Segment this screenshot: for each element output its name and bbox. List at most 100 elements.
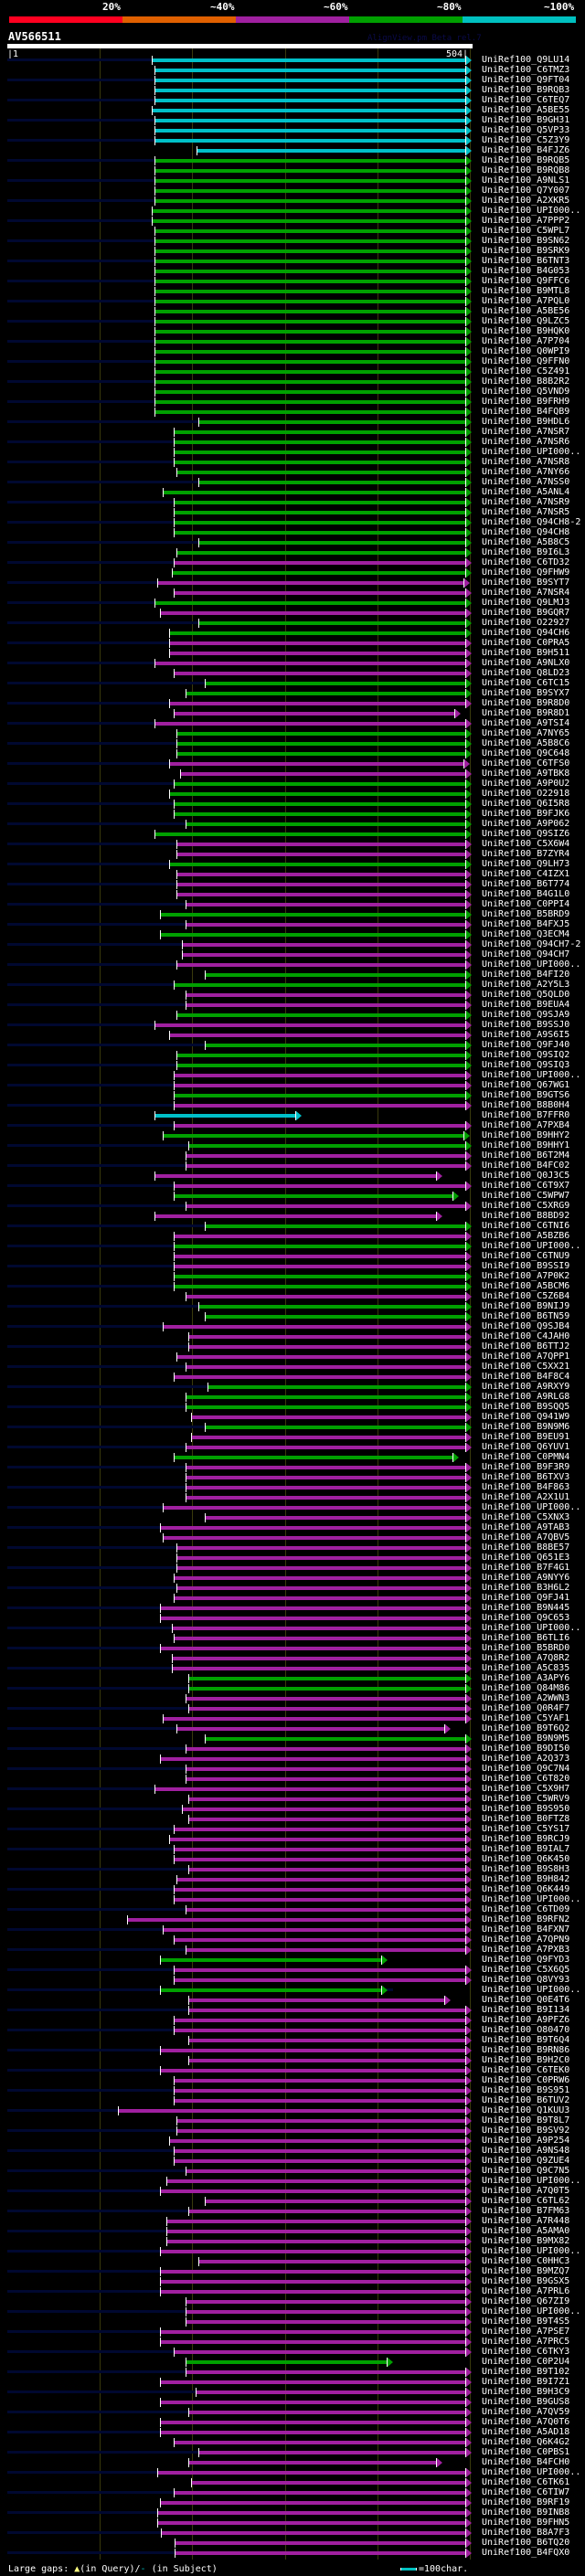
alignment-bar[interactable]	[176, 1354, 465, 1359]
hit-label[interactable]: UniRef100_UPI000..	[482, 446, 581, 457]
hit-label[interactable]: UniRef100_Q1KUU3	[482, 2104, 570, 2115]
alignment-bar[interactable]	[186, 1475, 465, 1479]
hit-label[interactable]: UniRef100_Q9FYD3	[482, 1954, 570, 1965]
alignment-bar[interactable]	[159, 2289, 465, 2294]
alignment-bar[interactable]	[188, 1686, 465, 1691]
hit-label[interactable]: UniRef100_Q94CH7	[482, 949, 570, 959]
alignment-bar[interactable]	[169, 631, 465, 635]
hit-label[interactable]: UniRef100_Q5VP33	[482, 124, 570, 135]
alignment-bar[interactable]	[174, 2440, 465, 2444]
alignment-bar[interactable]	[176, 1877, 465, 1882]
hit-label[interactable]: UniRef100_Q9FHW9	[482, 567, 570, 578]
hit-label[interactable]: UniRef100_Q9LZC5	[482, 315, 570, 326]
hit-label[interactable]: UniRef100_A5AMA0	[482, 2225, 570, 2236]
alignment-bar[interactable]	[174, 2078, 465, 2083]
hit-label[interactable]: UniRef100_B9GH31	[482, 114, 570, 125]
alignment-bar[interactable]	[154, 168, 465, 173]
hit-label[interactable]: UniRef100_Q9C648	[482, 747, 570, 758]
hit-label[interactable]: UniRef100_B9SYT7	[482, 577, 570, 588]
alignment-bar[interactable]	[204, 1425, 465, 1429]
alignment-bar[interactable]	[154, 128, 465, 133]
alignment-bar[interactable]	[188, 1797, 465, 1801]
hit-label[interactable]: UniRef100_B9N9M6	[482, 1421, 570, 1432]
hit-label[interactable]: UniRef100_B9N445	[482, 1602, 570, 1613]
hit-label[interactable]: UniRef100_Q9SJA9	[482, 1009, 570, 1020]
alignment-bar[interactable]	[176, 1555, 465, 1560]
hit-label[interactable]: UniRef100_A3APY6	[482, 1672, 570, 1683]
hit-label[interactable]: UniRef100_A7NSR8	[482, 456, 570, 467]
hit-label[interactable]: UniRef100_B6TUV2	[482, 2094, 570, 2105]
alignment-bar[interactable]	[174, 671, 465, 675]
hit-label[interactable]: UniRef100_B9T6Q4	[482, 2034, 570, 2045]
hit-label[interactable]: UniRef100_B4FCH0	[482, 2456, 570, 2467]
alignment-bar[interactable]	[163, 490, 465, 494]
hit-label[interactable]: UniRef100_C5WRV9	[482, 1793, 570, 1804]
alignment-bar[interactable]	[154, 1173, 436, 1178]
hit-label[interactable]: UniRef100_C5WPL7	[482, 225, 570, 236]
hit-label[interactable]: UniRef100_A9P0U2	[482, 778, 570, 789]
hit-label[interactable]: UniRef100_A9NYY6	[482, 1572, 570, 1583]
hit-label[interactable]: UniRef100_A9PFZ6	[482, 2014, 570, 2025]
hit-label[interactable]: UniRef100_B7FM63	[482, 2205, 570, 2216]
alignment-bar[interactable]	[154, 198, 465, 203]
hit-label[interactable]: UniRef100_C0PPI4	[482, 898, 570, 909]
hit-label[interactable]: UniRef100_B9MX82	[482, 2235, 570, 2246]
hit-label[interactable]: UniRef100_C0PMN4	[482, 1451, 570, 1462]
hit-label[interactable]: UniRef100_B9HQK0	[482, 325, 570, 336]
alignment-bar[interactable]	[191, 2480, 465, 2485]
hit-label[interactable]: UniRef100_B9GUS8	[482, 2396, 570, 2407]
hit-label[interactable]: UniRef100_A7PXB3	[482, 1944, 570, 1955]
alignment-bar[interactable]	[176, 842, 465, 846]
alignment-bar[interactable]	[169, 641, 465, 645]
alignment-bar[interactable]	[198, 1304, 465, 1309]
hit-label[interactable]: UniRef100_B7ZYR4	[482, 848, 570, 859]
hit-label[interactable]: UniRef100_C6TK61	[482, 2476, 570, 2487]
hit-label[interactable]: UniRef100_UPI000..	[482, 205, 581, 216]
hit-label[interactable]: UniRef100_UPI000..	[482, 2175, 581, 2186]
hit-label[interactable]: UniRef100_B9F3R9	[482, 1461, 570, 1472]
alignment-bar[interactable]	[159, 2269, 465, 2274]
alignment-bar[interactable]	[159, 2420, 465, 2424]
alignment-bar[interactable]	[198, 2259, 465, 2263]
hit-label[interactable]: UniRef100_B6TTJ2	[482, 1341, 570, 1352]
alignment-bar[interactable]	[191, 1415, 465, 1419]
hit-label[interactable]: UniRef100_B9RF19	[482, 2496, 570, 2507]
alignment-bar[interactable]	[154, 399, 465, 404]
hit-label[interactable]: UniRef100_Q84M86	[482, 1682, 570, 1693]
alignment-bar[interactable]	[174, 1575, 465, 1580]
hit-label[interactable]: UniRef100_C5X6W4	[482, 838, 570, 849]
hit-label[interactable]: UniRef100_B8BD92	[482, 1210, 570, 1221]
alignment-bar[interactable]	[151, 218, 465, 223]
hit-label[interactable]: UniRef100_B9H3C9	[482, 2386, 570, 2397]
alignment-bar[interactable]	[154, 138, 465, 143]
alignment-bar[interactable]	[151, 108, 465, 112]
alignment-bar[interactable]	[174, 1595, 465, 1600]
alignment-bar[interactable]	[174, 1374, 465, 1379]
alignment-bar[interactable]	[154, 379, 465, 384]
hit-label[interactable]: UniRef100_B4FJZ6	[482, 144, 570, 155]
hit-label[interactable]: UniRef100_B9RQB5	[482, 154, 570, 165]
hit-label[interactable]: UniRef100_A2XKR5	[482, 195, 570, 206]
hit-label[interactable]: UniRef100_A7QPP1	[482, 1351, 570, 1362]
hit-label[interactable]: UniRef100_A9S6I5	[482, 1029, 570, 1040]
alignment-bar[interactable]	[154, 249, 465, 253]
alignment-bar[interactable]	[174, 460, 465, 464]
hit-label[interactable]: UniRef100_B4FXJ5	[482, 918, 570, 929]
alignment-bar[interactable]	[186, 922, 465, 927]
alignment-bar[interactable]	[154, 88, 465, 92]
hit-label[interactable]: UniRef100_B5BRD9	[482, 908, 570, 919]
alignment-bar[interactable]	[186, 1294, 465, 1299]
hit-label[interactable]: UniRef100_A5B8C5	[482, 536, 570, 547]
alignment-bar[interactable]	[174, 1193, 452, 1198]
hit-label[interactable]: UniRef100_A9RLG8	[482, 1391, 570, 1402]
hit-label[interactable]: UniRef100_Q6YUV1	[482, 1441, 570, 1452]
alignment-bar[interactable]	[174, 2088, 465, 2093]
hit-label[interactable]: UniRef100_B9IAL7	[482, 1843, 570, 1854]
alignment-bar[interactable]	[154, 359, 465, 364]
hit-label[interactable]: UniRef100_A7NSR4	[482, 587, 570, 598]
alignment-bar[interactable]	[159, 1606, 465, 1610]
hit-label[interactable]: UniRef100_B6TNT3	[482, 255, 570, 266]
alignment-bar[interactable]	[154, 78, 465, 82]
alignment-bar[interactable]	[186, 1163, 465, 1168]
alignment-bar[interactable]	[172, 1666, 465, 1670]
